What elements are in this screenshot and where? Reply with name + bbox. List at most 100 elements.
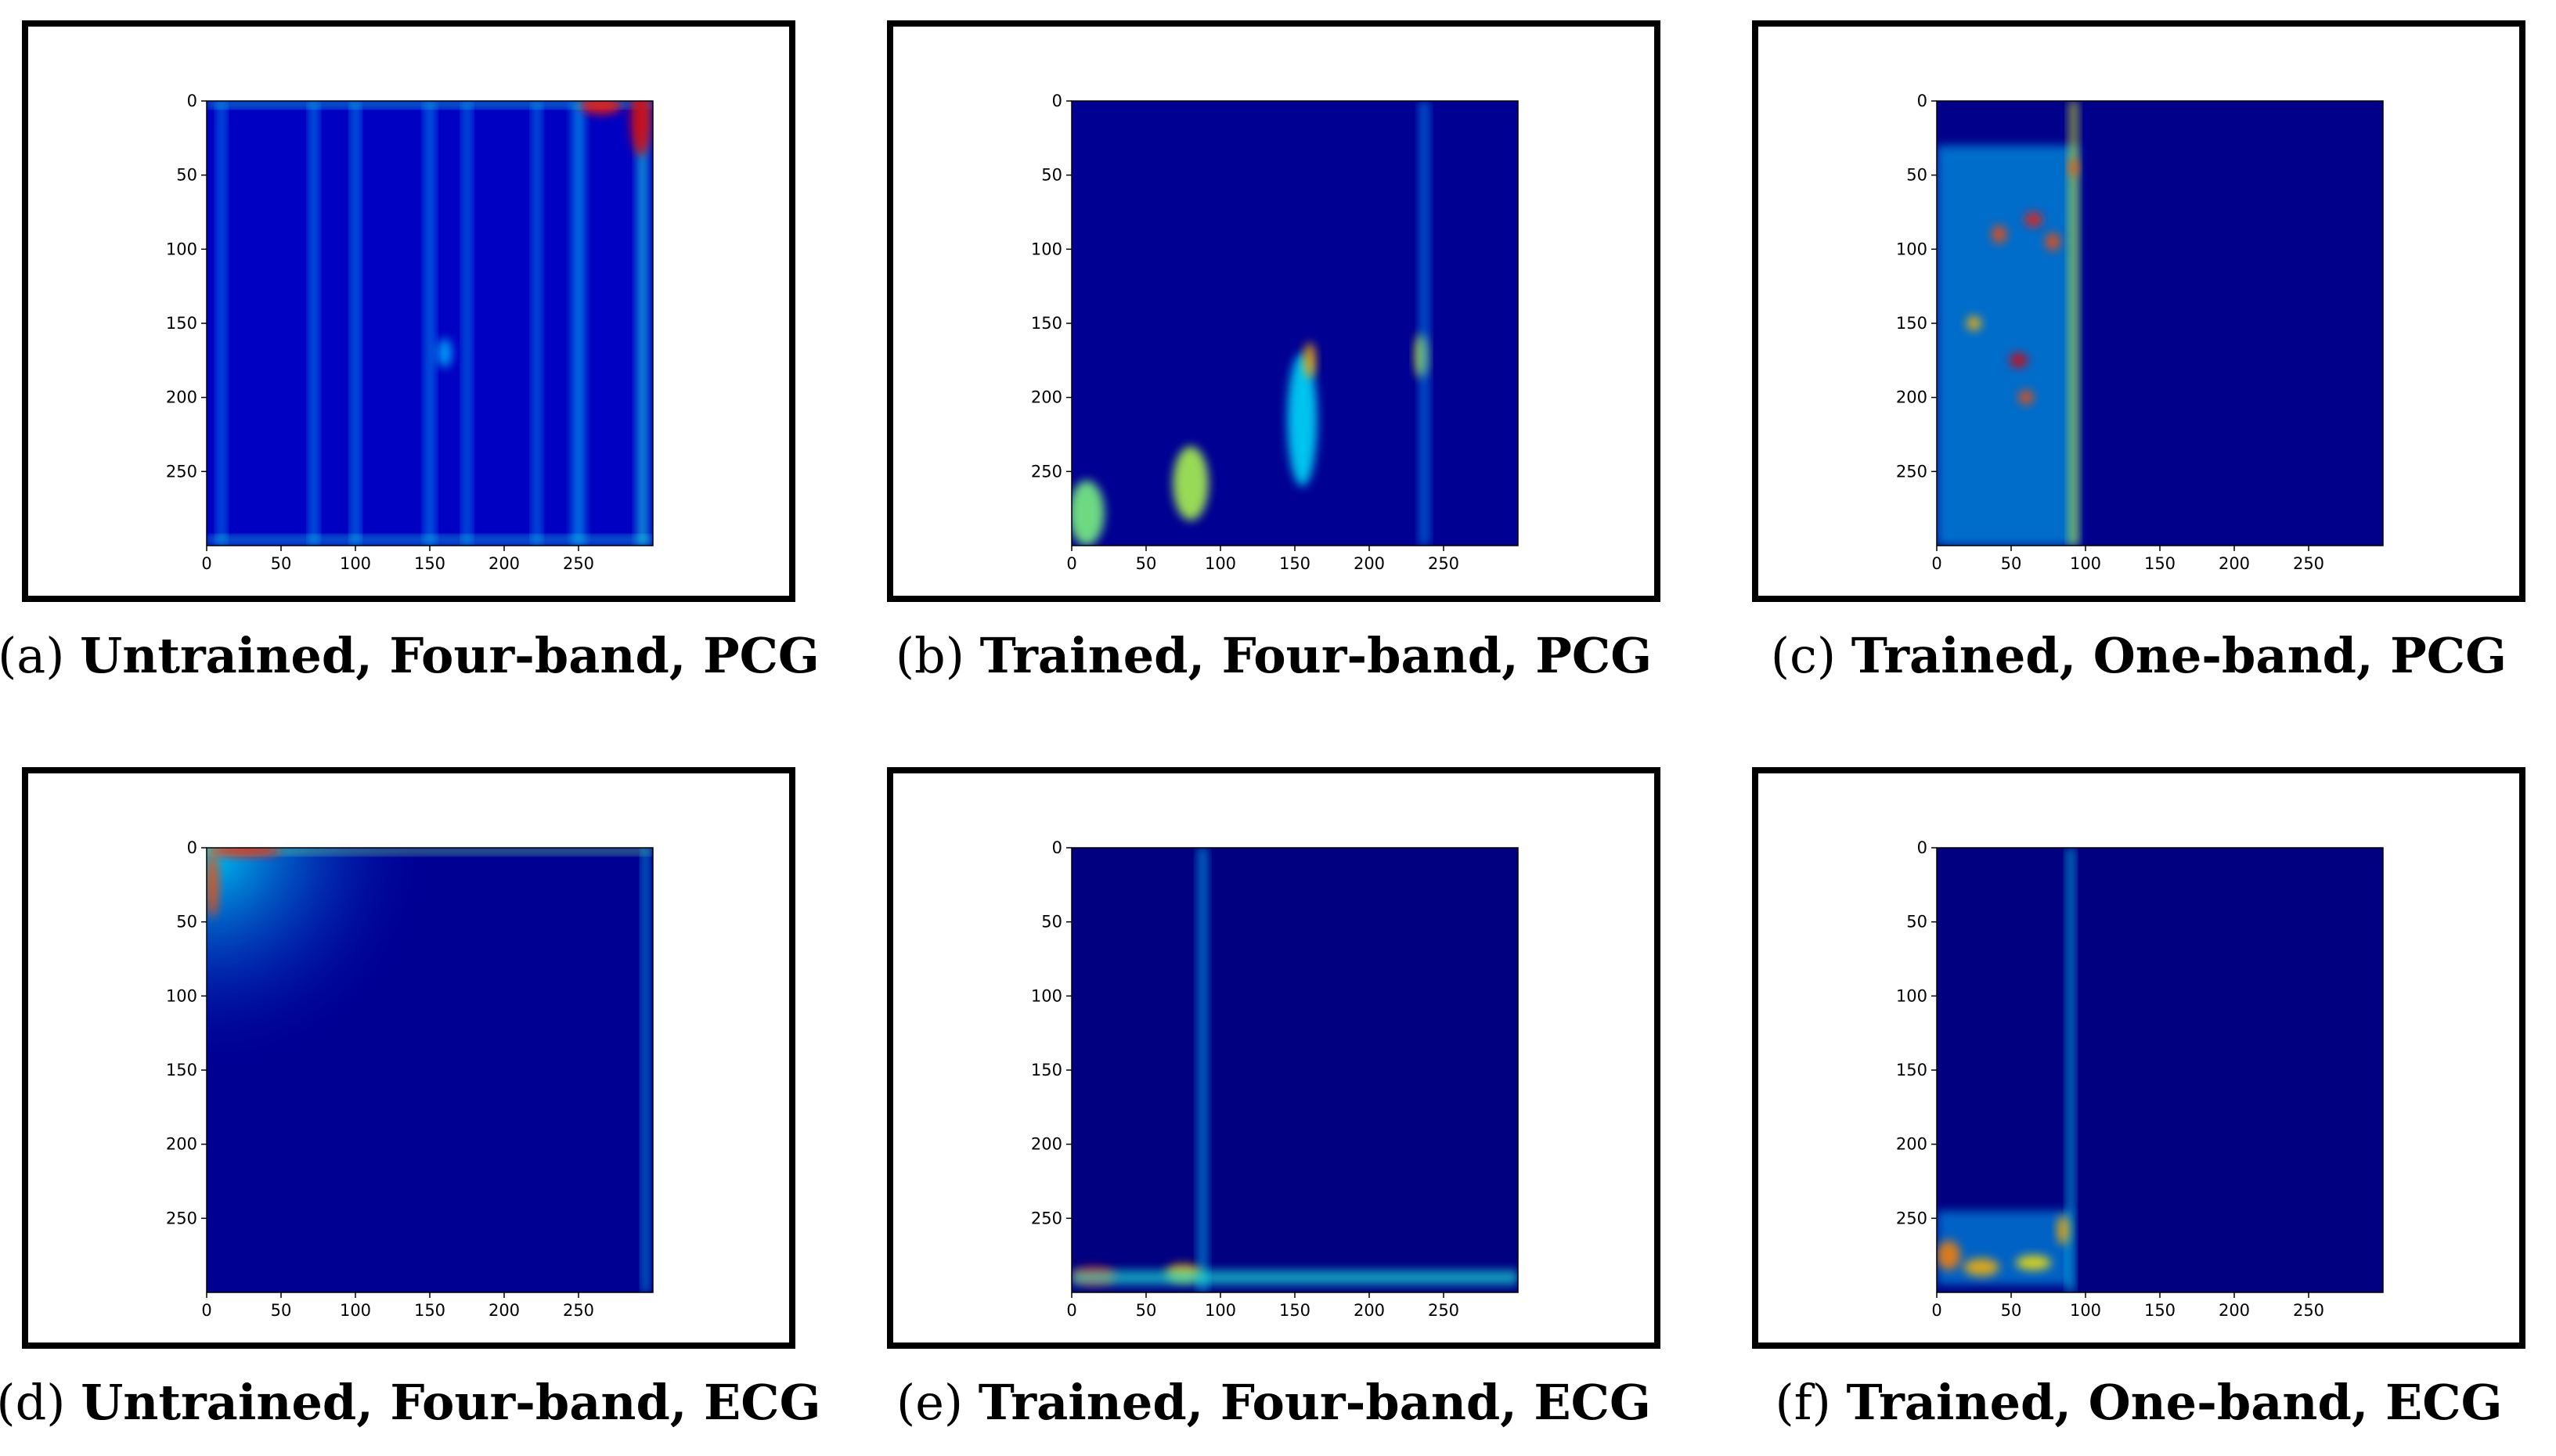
y-tick-label: 50 <box>1906 913 1927 932</box>
heatmap-svg-f: 0 50 100 150 200 250 0 50 100 150 200 250 <box>1896 838 2384 1320</box>
x-tick-label: 0 <box>1066 554 1076 573</box>
heatmap-image-e <box>1072 848 1518 1292</box>
heatmap-feature-hstripe <box>207 101 653 107</box>
heatmap-image-c <box>1937 101 2383 546</box>
heatmap-feature-blob <box>1963 1258 1999 1277</box>
caption-f: (f) Trained, One-band, ECG <box>1724 1374 2554 1431</box>
x-tick-label: 0 <box>1931 554 1941 573</box>
caption-letter: (b) <box>895 627 980 684</box>
heatmap-feature-gradient_tl <box>207 848 430 1070</box>
y-tick-label: 200 <box>1031 388 1062 407</box>
heatmap-feature-vstripe <box>425 101 434 546</box>
heatmap-feature-blob <box>2057 1215 2070 1245</box>
x-tick-label: 100 <box>340 554 371 573</box>
x-tick-label: 150 <box>1279 554 1310 573</box>
x-tick-label: 100 <box>2070 1301 2101 1320</box>
caption-letter: (f) <box>1775 1374 1847 1431</box>
y-tick-label: 100 <box>1031 986 1062 1005</box>
heatmap-feature-blob <box>207 848 281 857</box>
heatmap-image-f <box>1937 848 2383 1292</box>
x-tick-label: 250 <box>563 554 594 573</box>
heatmap-feature-vstripe <box>642 848 649 1292</box>
y-tick-label: 150 <box>1896 1061 1927 1079</box>
heatmap-image-a <box>207 101 653 546</box>
caption-title: Untrained, Four-band, ECG <box>81 1374 821 1431</box>
caption-title: Trained, Four-band, PCG <box>979 627 1653 684</box>
axes-f: 0 50 100 150 200 250 0 50 100 150 200 250 <box>1896 838 2384 1320</box>
heatmap-feature-blob <box>1937 1240 1961 1270</box>
heatmap-feature-vstripe <box>1198 848 1207 1292</box>
y-tick-label: 50 <box>1041 913 1062 932</box>
y-tick-label: 200 <box>1896 1135 1927 1154</box>
heatmap-feature-blob <box>2024 212 2042 227</box>
y-tick-label: 150 <box>1031 1061 1062 1079</box>
x-tick-label: 150 <box>1279 1301 1310 1320</box>
y-tick-label: 50 <box>1041 166 1062 185</box>
heatmap-feature-hstripe <box>207 536 653 543</box>
y-tick-label: 0 <box>1052 92 1062 110</box>
heatmap-feature-hstripe <box>207 848 653 854</box>
caption-letter: (c) <box>1770 627 1851 684</box>
x-tick-label: 250 <box>2293 554 2324 573</box>
heatmap-feature-blob <box>2069 158 2078 177</box>
y-tick-label: 0 <box>187 838 197 857</box>
x-tick-label: 200 <box>1354 554 1385 573</box>
x-tick-label: 100 <box>340 1301 371 1320</box>
heatmap-feature-blob <box>1992 225 2007 243</box>
y-tick-label: 250 <box>1031 1209 1062 1227</box>
caption-title: Trained, Four-band, ECG <box>978 1374 1651 1431</box>
y-tick-label: 250 <box>166 1209 197 1227</box>
caption-title: Untrained, Four-band, PCG <box>80 627 820 684</box>
heatmap-feature-region <box>1937 145 2078 546</box>
heatmap-feature-region <box>1937 1210 2071 1285</box>
y-tick-label: 100 <box>166 240 197 258</box>
y-tick-label: 150 <box>1896 314 1927 333</box>
heatmap-feature-hstripe <box>1072 1270 1518 1285</box>
heatmap-feature-vstripe <box>310 101 318 546</box>
heatmap-feature-vstripe <box>463 101 471 546</box>
heatmap-feature-blob <box>630 101 652 157</box>
heatmap-feature-blob <box>2045 232 2060 251</box>
heatmap-feature-vstripe <box>2067 848 2075 1292</box>
axes-d: 0 50 100 150 200 250 0 50 100 150 200 250 <box>166 838 654 1320</box>
heatmap-feature-blob <box>1072 480 1105 546</box>
y-tick-label: 100 <box>1896 240 1927 258</box>
heatmap-feature-blob <box>1303 342 1316 379</box>
y-tick-label: 0 <box>1917 838 1927 857</box>
x-tick-label: 50 <box>1136 1301 1157 1320</box>
y-tick-label: 250 <box>1896 1209 1927 1227</box>
caption-title: Trained, One-band, ECG <box>1846 1374 2503 1431</box>
caption-letter: (d) <box>0 1374 81 1431</box>
heatmap-panel-e: 0 50 100 150 200 250 0 50 100 150 200 250 <box>887 767 1660 1349</box>
y-tick-label: 0 <box>187 92 197 110</box>
heatmap-panel-c: 0 50 100 150 200 250 0 50 100 150 200 250 <box>1752 20 2525 602</box>
y-tick-label: 200 <box>1031 1135 1062 1154</box>
y-tick-label: 100 <box>1896 986 1927 1005</box>
heatmap-feature-blob <box>1967 315 1981 331</box>
y-tick-label: 200 <box>1896 388 1927 407</box>
heatmap-feature-blob <box>1287 352 1318 487</box>
y-tick-label: 200 <box>166 1135 197 1154</box>
heatmap-feature-vstripe <box>218 101 225 546</box>
x-tick-label: 0 <box>201 554 211 573</box>
y-tick-label: 250 <box>166 462 197 481</box>
heatmap-feature-vstripe <box>351 101 359 546</box>
caption-title: Trained, One-band, PCG <box>1851 627 2507 684</box>
heatmap-feature-vstripe <box>533 101 541 546</box>
y-tick-label: 150 <box>166 1061 197 1079</box>
heatmap-feature-blob <box>207 852 219 917</box>
heatmap-feature-vstripe <box>2069 101 2078 546</box>
heatmap-panel-a: 0 50 100 150 200 250 0 50 100 150 200 250 <box>22 20 795 602</box>
heatmap-panel-b: 0 50 100 150 200 250 0 50 100 150 200 250 <box>887 20 1660 602</box>
heatmap-feature-blob <box>2018 390 2034 405</box>
caption-letter: (a) <box>0 627 81 684</box>
y-tick-label: 200 <box>166 388 197 407</box>
x-tick-label: 0 <box>1931 1301 1941 1320</box>
caption-e: (e) Trained, Four-band, ECG <box>859 1374 1689 1431</box>
axes-c: 0 50 100 150 200 250 0 50 100 150 200 250 <box>1896 92 2384 573</box>
x-tick-label: 0 <box>1066 1301 1076 1320</box>
x-tick-label: 150 <box>2144 554 2176 573</box>
heatmap-feature-vstripe <box>637 101 648 546</box>
heatmap-svg-d: 0 50 100 150 200 250 0 50 100 150 200 250 <box>166 838 654 1320</box>
y-tick-label: 150 <box>166 314 197 333</box>
